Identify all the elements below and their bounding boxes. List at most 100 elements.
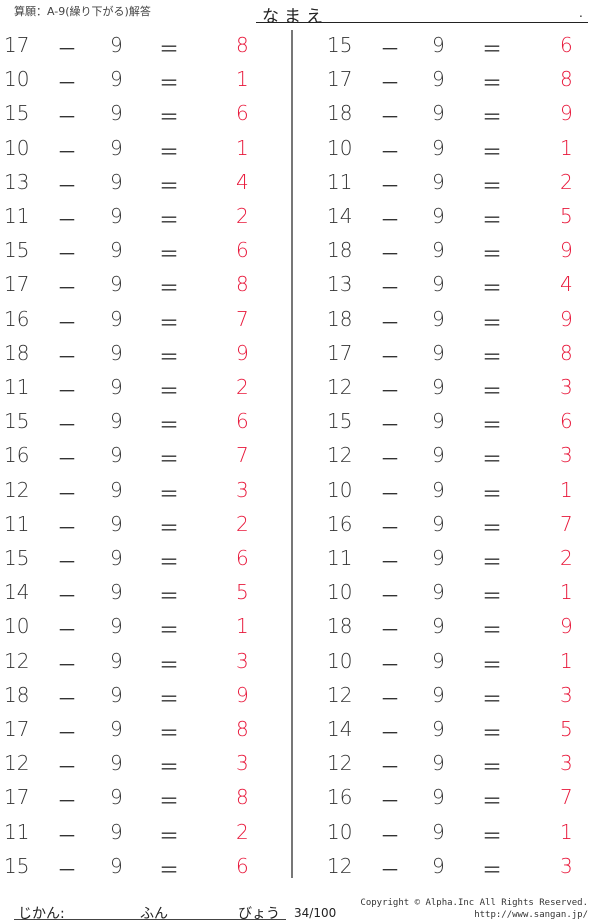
equals-sign: ＝ [482,276,502,301]
equals-sign: ＝ [482,139,502,164]
minuend: 17 [327,340,353,365]
minus-sign: － [57,481,77,506]
minus-sign: － [57,823,77,848]
answer: 4 [560,272,573,297]
minus-sign: － [57,755,77,780]
minus-sign: － [380,481,400,506]
minus-sign: － [380,242,400,267]
minus-sign: － [57,344,77,369]
minus-sign: － [57,173,77,198]
minus-sign: － [380,276,400,301]
answer: 3 [560,682,573,707]
answer: 1 [560,477,573,502]
equals-sign: ＝ [482,105,502,130]
minuend: 17 [4,272,30,297]
subtrahend: 9 [432,238,445,263]
problem-row: 10 － 9 ＝ 1 [0,136,600,166]
subtrahend: 9 [110,306,123,331]
subtrahend: 9 [110,204,123,228]
minuend: 12 [327,853,353,878]
problem-row: 15 － 9 ＝ 6 [0,33,600,63]
problem-row: 10 － 9 ＝ 1 [0,67,600,97]
problem-row: 18 － 9 ＝ 9 [0,238,600,268]
equals-sign: ＝ [159,652,179,677]
minuend: 10 [327,819,353,844]
equals-sign: ＝ [159,721,179,745]
problem-row: 10 － 9 ＝ 1 [0,580,600,610]
answer: 8 [560,67,573,92]
subtrahend: 9 [110,682,123,707]
answer: 9 [560,306,573,331]
answer: 9 [560,101,573,126]
subtrahend: 9 [110,785,123,810]
minus-sign: － [380,310,400,335]
problem-row: 17 － 9 ＝ 8 [0,33,600,63]
equals-sign: ＝ [159,857,179,882]
answer: 5 [560,717,573,741]
minuend: 14 [327,717,353,741]
problem-row: 10 － 9 ＝ 1 [0,136,600,166]
equals-sign: ＝ [159,550,179,574]
minutes-label: ふん [140,906,168,922]
problem-row: 10 － 9 ＝ 1 [0,614,600,644]
minuend: 18 [327,101,353,126]
equals-sign: ＝ [482,242,502,267]
minus-sign: － [57,686,77,711]
subtrahend: 9 [432,443,445,468]
problem-row: 16 － 9 ＝ 7 [0,785,600,815]
subtrahend: 9 [432,169,445,194]
minuend: 10 [327,477,353,502]
minuend: 16 [327,511,353,536]
minus-sign: － [380,618,400,643]
equals-sign: ＝ [159,447,179,472]
equals-sign: ＝ [159,173,179,198]
problem-row: 16 － 9 ＝ 7 [0,512,600,542]
minuend: 12 [327,375,353,399]
subtrahend: 9 [432,409,445,434]
minus-sign: － [57,105,77,130]
equals-sign: ＝ [482,652,502,677]
equals-sign: ＝ [482,447,502,472]
minuend: 12 [327,443,353,468]
seconds-label: びょう [238,906,280,922]
minus-sign: － [380,550,400,574]
answer: 6 [560,33,573,57]
answer: 6 [236,101,249,126]
minus-sign: － [57,37,77,61]
problem-row: 12 － 9 ＝ 3 [0,375,600,405]
problem-row: 12 － 9 ＝ 3 [0,649,600,679]
minus-sign: － [57,413,77,438]
minus-sign: － [380,173,400,198]
minuend: 11 [4,375,30,399]
problem-row: 13 － 9 ＝ 4 [0,272,600,302]
problem-row: 14 － 9 ＝ 5 [0,717,600,747]
equals-sign: ＝ [482,413,502,438]
minus-sign: － [380,447,400,472]
equals-sign: ＝ [482,755,502,780]
subtrahend: 9 [432,204,445,228]
equals-sign: ＝ [159,686,179,711]
subtrahend: 9 [110,717,123,741]
minus-sign: － [57,618,77,643]
problem-row: 12 － 9 ＝ 3 [0,443,600,473]
answer: 3 [236,751,249,776]
subtrahend: 9 [110,853,123,878]
subtrahend: 9 [432,648,445,673]
problem-row: 10 － 9 ＝ 1 [0,820,600,850]
minuend: 12 [4,648,30,673]
minuend: 11 [327,546,353,570]
problem-row: 18 － 9 ＝ 9 [0,307,600,337]
answer: 2 [236,511,249,536]
equals-sign: ＝ [482,37,502,61]
answer: 8 [236,785,249,810]
time-field: じかん: ふん びょう [14,903,286,922]
answer: 1 [560,135,573,160]
subtrahend: 9 [432,340,445,365]
column-divider [291,30,293,878]
minus-sign: － [380,379,400,403]
problem-row: 12 － 9 ＝ 3 [0,751,600,781]
minuend: 13 [4,169,30,194]
equals-sign: ＝ [159,618,179,643]
answer: 4 [236,169,249,194]
equals-sign: ＝ [159,208,179,232]
